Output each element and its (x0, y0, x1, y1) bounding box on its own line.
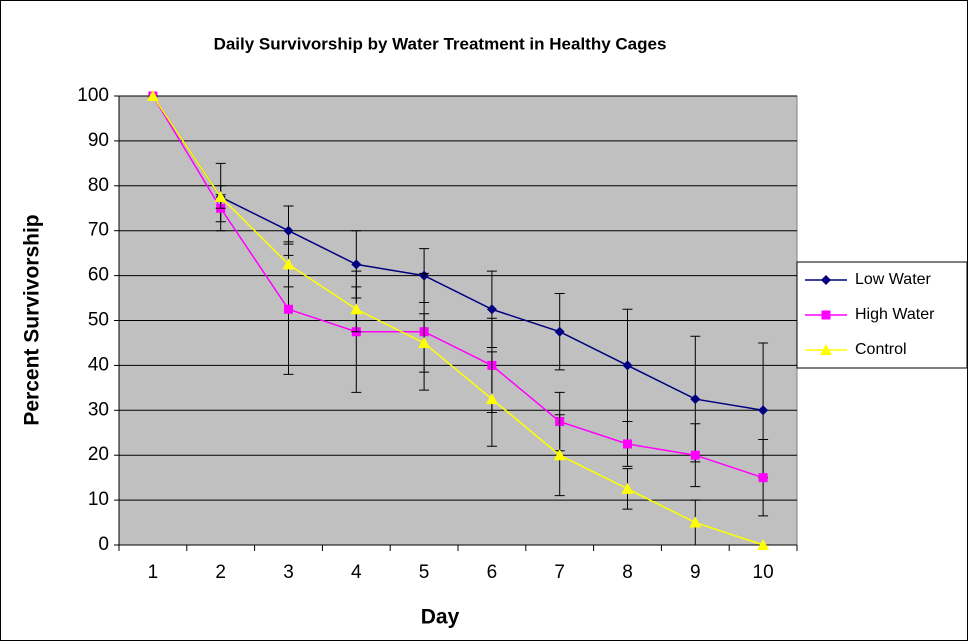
series-line (152, 95, 764, 412)
data-point (621, 482, 634, 494)
y-axis-title: Percent Survivorship (21, 214, 44, 425)
x-tick-label: 10 (753, 562, 774, 583)
data-point (214, 191, 227, 203)
legend-label: High Water (855, 306, 935, 323)
y-tick-label: 70 (88, 220, 109, 241)
y-tick-label: 10 (88, 489, 109, 510)
data-point (623, 439, 632, 449)
data-point (758, 405, 769, 416)
x-tick-label: 6 (487, 562, 498, 583)
data-point (554, 326, 565, 337)
series-line (152, 95, 764, 479)
y-tick-label: 90 (88, 130, 109, 151)
x-tick-label: 1 (148, 562, 159, 583)
data-point (689, 516, 702, 528)
data-point (485, 393, 498, 405)
legend-marker (821, 310, 831, 320)
data-point (283, 225, 294, 236)
series-line (152, 95, 764, 546)
data-point (690, 394, 701, 405)
x-axis-title: Day (421, 606, 460, 629)
y-tick-label: 30 (88, 399, 109, 420)
data-point (690, 450, 700, 460)
data-point (622, 360, 633, 371)
y-tick-label: 20 (88, 444, 109, 465)
x-tick-label: 4 (351, 562, 362, 583)
data-point (282, 258, 295, 270)
y-tick-label: 80 (88, 175, 109, 196)
data-point (758, 473, 768, 483)
y-tick-label: 50 (88, 310, 109, 331)
legend-label: Low Water (855, 271, 932, 288)
y-tick-label: 100 (77, 85, 109, 106)
x-tick-label: 5 (419, 562, 430, 583)
legend-label: Control (855, 341, 907, 358)
x-tick-label: 9 (690, 562, 701, 583)
y-tick-label: 40 (88, 354, 109, 375)
data-point (418, 336, 431, 348)
data-point (350, 303, 363, 315)
data-point (351, 259, 362, 270)
data-point (146, 90, 159, 101)
x-tick-label: 2 (215, 562, 226, 583)
legend-marker (820, 344, 832, 355)
data-point (553, 449, 566, 461)
y-tick-label: 0 (98, 534, 109, 555)
x-tick-label: 8 (622, 562, 633, 583)
chart-title: Daily Survivorship by Water Treatment in… (214, 34, 667, 53)
data-point (757, 539, 770, 550)
data-point (284, 304, 293, 314)
x-tick-label: 7 (554, 562, 565, 583)
data-point (486, 304, 497, 315)
x-tick-label: 3 (283, 562, 294, 583)
legend-marker (821, 275, 831, 285)
y-tick-label: 60 (88, 265, 109, 286)
